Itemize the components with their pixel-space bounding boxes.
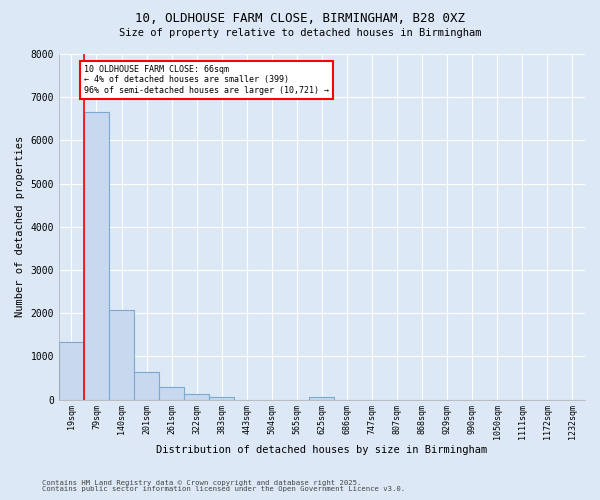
Text: 10, OLDHOUSE FARM CLOSE, BIRMINGHAM, B28 0XZ: 10, OLDHOUSE FARM CLOSE, BIRMINGHAM, B28… [135,12,465,26]
Bar [209,396,234,400]
Text: Size of property relative to detached houses in Birmingham: Size of property relative to detached ho… [119,28,481,38]
Bar [184,394,209,400]
Text: Contains HM Land Registry data © Crown copyright and database right 2025.
Contai: Contains HM Land Registry data © Crown c… [42,480,405,492]
Y-axis label: Number of detached properties: Number of detached properties [15,136,25,318]
Bar [159,386,184,400]
Bar [134,372,159,400]
Bar [109,310,134,400]
Bar [310,397,334,400]
Bar [84,112,109,400]
X-axis label: Distribution of detached houses by size in Birmingham: Distribution of detached houses by size … [157,445,488,455]
Bar [59,342,84,400]
Text: 10 OLDHOUSE FARM CLOSE: 66sqm
← 4% of detached houses are smaller (399)
96% of s: 10 OLDHOUSE FARM CLOSE: 66sqm ← 4% of de… [84,65,329,94]
